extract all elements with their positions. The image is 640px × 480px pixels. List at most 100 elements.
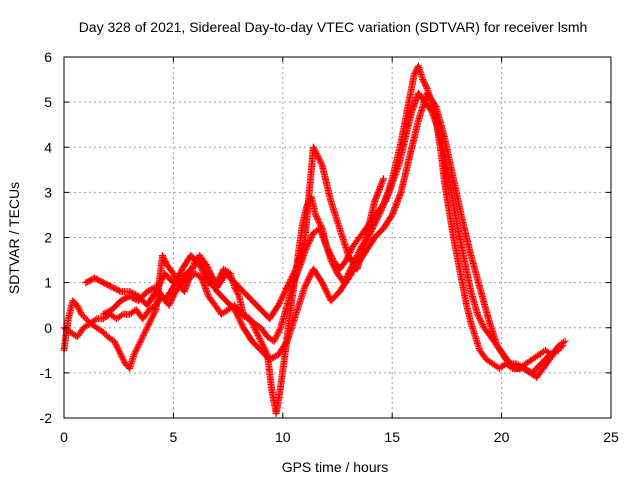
data-point (478, 319, 486, 327)
y-tick-label: -1 (40, 365, 53, 381)
data-point (555, 346, 562, 354)
data-point (322, 286, 330, 294)
data-point (75, 304, 83, 312)
data-point (140, 330, 148, 338)
data-point (325, 292, 333, 300)
data-point (275, 327, 283, 335)
data-point (203, 276, 211, 284)
y-tick-label: -2 (40, 410, 53, 426)
data-point (101, 330, 109, 338)
data-point (147, 316, 155, 324)
data-point (304, 277, 312, 285)
data-point (174, 274, 182, 282)
data-point (133, 345, 141, 353)
data-point (157, 277, 165, 285)
data-point (76, 307, 84, 315)
data-point (113, 343, 121, 351)
data-point (289, 271, 297, 279)
data-point (301, 283, 309, 291)
data-point (146, 318, 154, 326)
data-point (91, 316, 99, 324)
data-point (315, 217, 322, 225)
data-point (140, 331, 147, 339)
data-point (143, 288, 151, 296)
data-point (315, 154, 322, 162)
data-point (236, 316, 244, 324)
data-point (274, 301, 282, 309)
data-point (325, 247, 333, 255)
data-point (258, 339, 266, 347)
data-point (427, 106, 434, 114)
data-point (138, 334, 146, 342)
data-point (137, 337, 145, 345)
data-point (280, 289, 288, 297)
data-point (323, 243, 331, 250)
data-point (317, 158, 325, 166)
data-point (320, 283, 328, 291)
data-point (167, 297, 175, 305)
data-point (281, 288, 289, 296)
data-point (196, 262, 204, 270)
data-point (312, 149, 320, 157)
data-point (319, 280, 327, 288)
data-point (307, 234, 315, 241)
data-point (75, 306, 83, 314)
data-point (278, 294, 286, 302)
data-point (94, 276, 101, 284)
data-point (233, 310, 241, 318)
data-point (235, 315, 243, 323)
data-point (83, 278, 91, 286)
data-point (139, 333, 147, 341)
data-point (474, 312, 482, 320)
data-point (118, 352, 126, 360)
grid-lines (64, 57, 611, 418)
data-point (175, 271, 183, 279)
data-point (148, 315, 155, 323)
data-point (326, 250, 334, 258)
chart-title: Day 328 of 2021, Sidereal Day-to-day VTE… (79, 19, 588, 35)
data-point (150, 310, 158, 318)
data-point (253, 328, 260, 336)
data-point (553, 347, 561, 355)
data-point (306, 273, 314, 281)
data-point (148, 313, 156, 321)
data-point (313, 214, 321, 222)
data-point (279, 292, 287, 300)
data-point (173, 276, 181, 284)
data-point (166, 300, 174, 308)
data-point (159, 274, 166, 282)
data-point (254, 331, 262, 339)
data-point (160, 255, 168, 263)
data-point (234, 289, 242, 297)
y-tick-label: 3 (44, 184, 52, 200)
data-point (411, 70, 419, 77)
data-point (108, 283, 116, 291)
data-point (175, 273, 182, 281)
data-point (118, 296, 126, 304)
data-point (156, 280, 163, 288)
data-point (255, 333, 263, 341)
data-point (312, 148, 320, 156)
data-point (275, 300, 283, 308)
data-point (238, 321, 246, 329)
data-point (270, 337, 278, 345)
x-tick-label: 10 (275, 429, 291, 445)
data-point (257, 337, 265, 345)
data-point (231, 306, 239, 314)
data-point (233, 288, 241, 296)
data-point (118, 354, 126, 362)
data-point (101, 279, 109, 287)
data-point (305, 274, 313, 282)
data-point (412, 68, 419, 76)
data-point (237, 318, 244, 326)
data-point (276, 298, 284, 306)
data-point (159, 253, 167, 261)
data-point (304, 276, 312, 284)
x-tick-label: 20 (494, 429, 510, 445)
data-point (318, 160, 325, 168)
data-point (168, 295, 176, 303)
data-point (475, 313, 483, 321)
y-tick-label: 4 (44, 139, 52, 155)
data-point (274, 330, 282, 338)
data-point (158, 276, 166, 284)
